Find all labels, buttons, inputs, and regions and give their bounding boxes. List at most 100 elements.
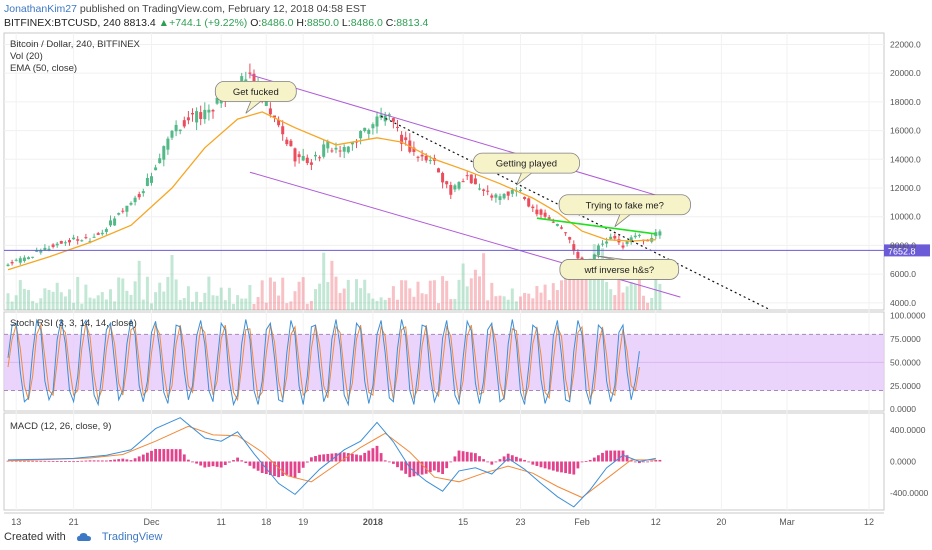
macd-histogram-bar [27,460,30,462]
volume-bar [133,281,137,310]
macd-histogram-bar [568,461,572,474]
volume-bar [531,298,535,310]
footer: Created with TradingView [4,531,162,543]
macd-histogram-bar [281,461,285,476]
candle-body [113,218,117,226]
macd-histogram-bar [539,461,543,468]
candle-body [80,240,84,242]
volume-bar [273,281,276,310]
volume-bar [371,298,375,310]
high-value: 8850.0 [306,17,339,29]
candle-body [191,113,194,115]
macd-histogram-bar [342,452,346,462]
candle-body [449,185,453,195]
volume-bar [416,281,420,310]
candle-body [322,144,326,157]
volume-bar [14,295,18,310]
volume-bar [256,297,260,310]
candle-body [170,130,174,138]
candle-body [10,262,14,264]
annotation-text: wtf inverse h&s? [583,265,654,276]
macd-signal-line [7,425,656,499]
macd-histogram-bar [43,460,47,462]
macd-histogram-bar [187,459,190,462]
panel-frame [3,412,885,511]
macd-histogram-bar [609,450,613,462]
volume-bar [498,295,502,310]
candle-body [601,243,604,245]
candle-body [305,157,309,164]
panel-frame [3,32,885,311]
macd-histogram-bar [605,450,608,462]
volume-bar [244,298,248,310]
macd-histogram-bar [23,460,26,462]
created-with-label: Created with [4,531,66,543]
volume-bar [322,252,326,310]
macd-histogram-bar [310,457,313,462]
candle-body [215,97,219,104]
author-link[interactable]: JonathanKim27 [4,3,77,15]
candle-body [654,232,658,236]
macd-histogram-bar [31,460,34,462]
candle-body [502,193,506,199]
volume-bar [84,284,88,310]
macd-histogram-bar [72,461,75,463]
volume-bar [609,289,613,310]
candle-body [297,154,301,158]
tradingview-brand[interactable]: TradingView [101,531,163,543]
candle-body [375,116,379,127]
volume-bar [633,284,637,310]
candle-body [55,243,59,246]
candle-body [383,115,387,122]
candle-body [478,188,481,190]
candle-body [182,120,186,127]
low-label: L: [341,17,351,29]
volume-bar [490,282,494,310]
volume-bar [55,282,59,310]
candle-body [277,120,281,126]
macd-histogram-bar [515,456,518,462]
volume-bar [379,297,383,310]
candle-body [482,189,486,191]
macd-histogram-bar [551,461,555,471]
macd-histogram-bar [633,461,637,463]
macd-histogram-bar [154,448,157,462]
candle-body [309,162,313,165]
macd-histogram-bar [47,460,51,462]
volume-bar [543,284,547,310]
volume-bar [359,288,363,310]
green-resistance-line [536,217,656,235]
macd-histogram-bar [244,461,248,464]
macd-histogram-bar [215,461,219,467]
candle-body [47,248,51,251]
close-label: C: [385,17,397,29]
candle-body [461,181,465,183]
candle-body [141,191,145,194]
candle-body [301,155,305,161]
volume-bar [59,292,63,310]
macd-histogram-bar [478,456,481,462]
candle-body [100,232,104,235]
candle-body [367,129,371,134]
candle-body [96,233,100,235]
volume-bar [350,302,354,310]
macd-histogram-bar [289,461,293,477]
macd-histogram-bar [96,460,100,462]
time-tick-label: Mar [779,517,795,527]
macd-histogram-bar [654,459,658,462]
macd-histogram-bar [146,452,149,462]
candle-body [63,242,67,244]
macd-histogram-bar [560,461,563,473]
candle-body [252,73,256,88]
volume-bar [141,299,145,310]
macd-histogram-bar [379,453,383,462]
candle-body [203,109,207,120]
volume-bar [605,282,609,310]
candle-body [289,140,293,147]
candle-body [371,124,375,129]
chart-canvas[interactable]: 7652.8 Get fucked Getting played Trying to … [0,0,932,530]
time-tick-label: Feb [574,517,590,527]
macd-histogram-bar [326,453,330,462]
volume-bar [428,280,432,310]
volume-bar [596,263,600,310]
